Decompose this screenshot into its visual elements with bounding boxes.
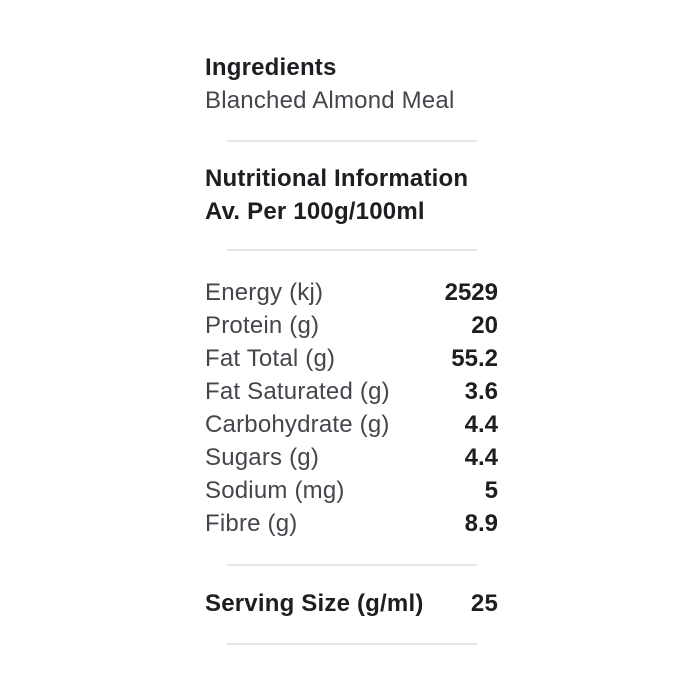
nutrient-value: 2529 xyxy=(444,279,498,306)
serving-size-label: Serving Size (g/ml) xyxy=(205,590,424,617)
serving-size-value: 25 xyxy=(470,590,498,617)
nutrient-label: Protein (g) xyxy=(205,312,320,339)
nutrient-value: 20 xyxy=(471,312,498,339)
nutrient-label: Carbohydrate (g) xyxy=(205,411,390,438)
table-row: Fat Saturated (g) 3.6 xyxy=(205,375,498,408)
table-row: Fat Total (g) 55.2 xyxy=(205,342,498,375)
table-row: Fibre (g) 8.9 xyxy=(205,507,498,540)
table-row: Sodium (mg) 5 xyxy=(205,474,498,507)
nutrition-heading: Nutritional Information xyxy=(205,165,469,192)
table-row: Sugars (g) 4.4 xyxy=(205,441,498,474)
nutrition-table: Energy (kj) 2529 Protein (g) 20 Fat Tota… xyxy=(205,276,498,540)
nutrition-subheading: Av. Per 100g/100ml xyxy=(205,198,425,225)
ingredients-text: Blanched Almond Meal xyxy=(205,87,455,114)
table-row: Protein (g) 20 xyxy=(205,309,498,342)
nutrient-label: Sugars (g) xyxy=(205,444,320,471)
nutrient-label: Energy (kj) xyxy=(205,279,324,306)
nutrient-label: Fat Saturated (g) xyxy=(205,378,390,405)
ingredients-heading: Ingredients xyxy=(205,54,337,81)
nutrient-value: 4.4 xyxy=(464,444,498,471)
nutrient-label: Fibre (g) xyxy=(205,510,298,537)
nutrient-label: Fat Total (g) xyxy=(205,345,336,372)
nutrient-value: 3.6 xyxy=(464,378,498,405)
divider xyxy=(227,643,477,645)
nutrient-label: Sodium (mg) xyxy=(205,477,345,504)
nutrient-value: 4.4 xyxy=(464,411,498,438)
nutrient-value: 55.2 xyxy=(451,345,498,372)
divider xyxy=(227,564,477,566)
nutrient-value: 8.9 xyxy=(464,510,498,537)
table-row: Carbohydrate (g) 4.4 xyxy=(205,408,498,441)
divider xyxy=(227,249,477,251)
serving-size-row: Serving Size (g/ml) 25 xyxy=(205,587,498,620)
divider xyxy=(227,140,477,142)
nutrient-value: 5 xyxy=(484,477,498,504)
table-row: Energy (kj) 2529 xyxy=(205,276,498,309)
